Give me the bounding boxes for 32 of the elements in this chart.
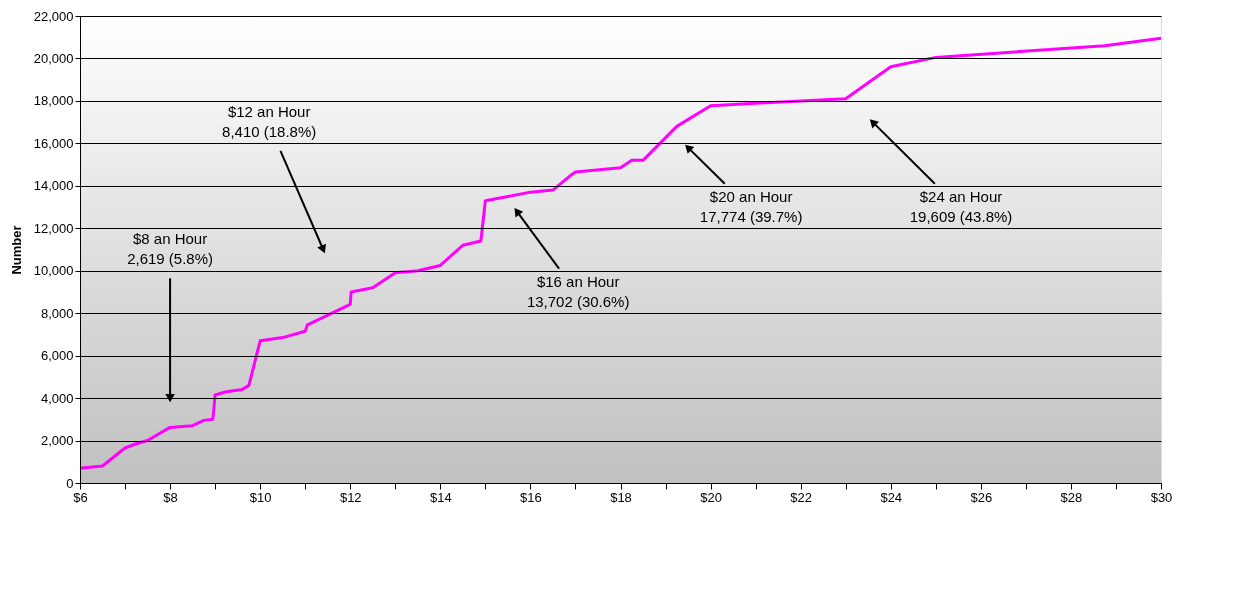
annotation: $24 an Hour 19,609 (43.8%) (909, 187, 1013, 225)
y-tick-label: 8,000 (40, 305, 74, 321)
annotation: $12 an Hour 8,410 (18.8%) (222, 102, 317, 140)
y-tick-label: 18,000 (33, 93, 74, 109)
y-tick-label: 22,000 (33, 8, 74, 24)
y-tick-label: 20,000 (33, 50, 74, 66)
x-tick-label: $28 (1060, 489, 1083, 505)
x-tick-label: $20 (700, 489, 722, 505)
y-tick-label: 14,000 (33, 178, 74, 194)
x-tick-label: $14 (429, 489, 452, 505)
y-tick-label: 4,000 (40, 390, 74, 406)
y-tick-label: 0 (66, 475, 74, 491)
x-tick-label: $8 (163, 489, 178, 505)
y-tick-label: 2,000 (40, 433, 74, 449)
x-tick-label: $30 (1150, 489, 1173, 505)
line-series (78, 36, 1163, 470)
y-tick-label: 6,000 (40, 348, 74, 364)
y-tick-label: 16,000 (33, 135, 74, 151)
y-tick-label: 12,000 (33, 220, 74, 236)
x-tick-label: $26 (970, 489, 993, 505)
x-tick-label: $12 (339, 489, 362, 505)
y-axis-title: Number (8, 225, 24, 275)
x-tick-label: $18 (610, 489, 632, 505)
x-tick-label: $6 (73, 489, 88, 505)
annotation: $8 an Hour 2,619 (5.8%) (127, 230, 214, 268)
x-tick-label: $16 (520, 489, 542, 505)
x-tick-label: $10 (249, 489, 272, 505)
annotation: $20 an Hour 17,774 (39.7%) (699, 187, 803, 225)
annotation: $16 an Hour 13,702 (30.6%) (526, 272, 630, 310)
y-tick-label: 10,000 (33, 263, 74, 279)
x-tick-label: $22 (790, 489, 813, 505)
x-tick-label: $24 (880, 489, 903, 505)
